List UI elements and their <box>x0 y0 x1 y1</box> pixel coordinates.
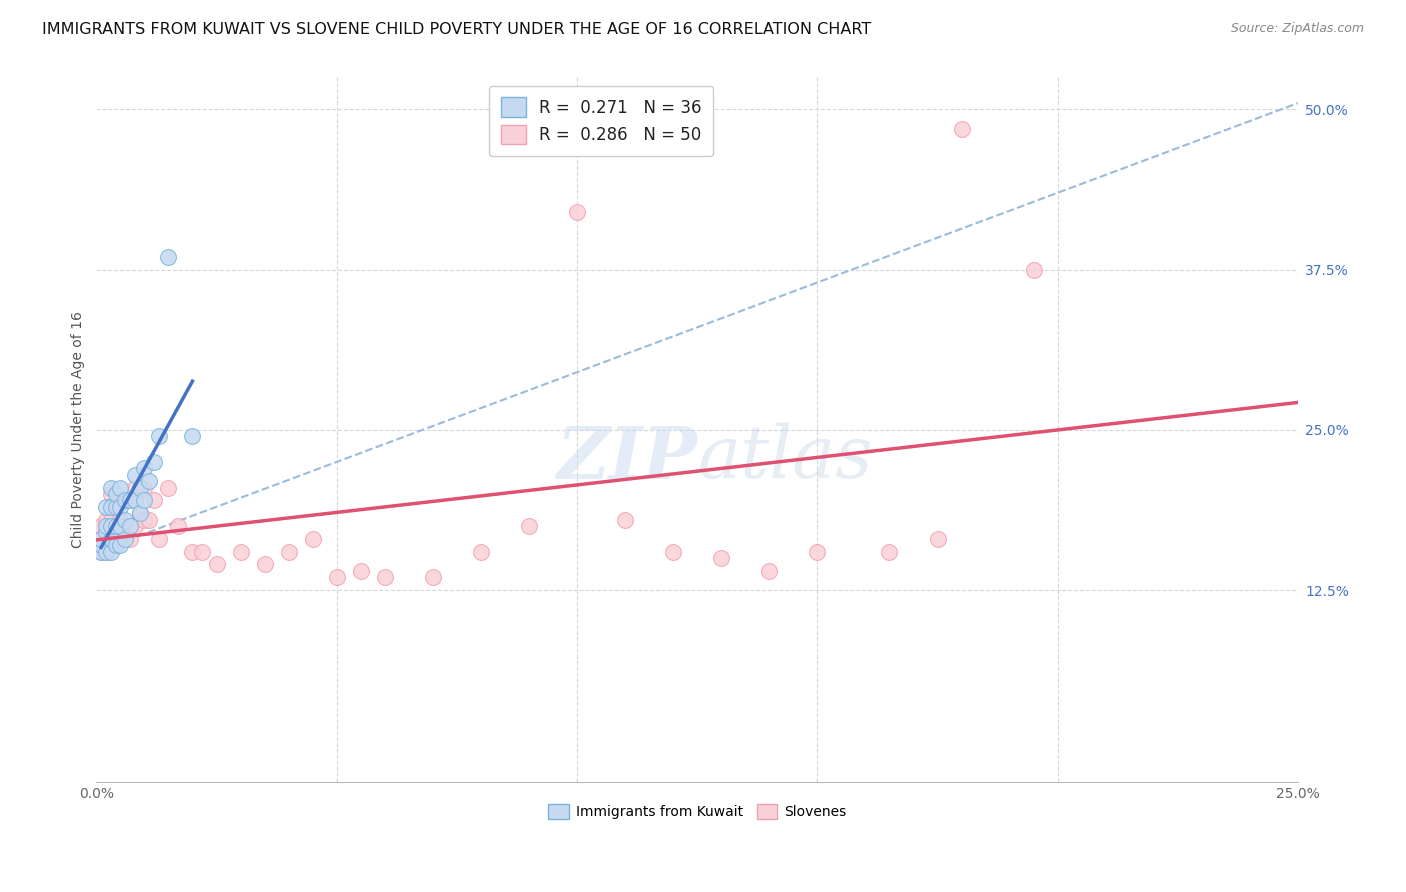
Point <box>100 544 122 558</box>
Point <box>114 493 136 508</box>
Point <box>94 519 117 533</box>
Point <box>229 544 252 558</box>
Point <box>94 532 117 546</box>
Point <box>148 532 170 546</box>
Text: atlas: atlas <box>697 423 873 493</box>
Point <box>148 429 170 443</box>
Point <box>94 525 117 540</box>
Point <box>879 544 901 558</box>
Point <box>94 513 117 527</box>
Point <box>124 481 146 495</box>
Point <box>277 544 299 558</box>
Point <box>90 519 112 533</box>
Point <box>104 538 127 552</box>
Point <box>134 513 156 527</box>
Point <box>94 500 117 514</box>
Point <box>138 474 160 488</box>
Point <box>181 429 204 443</box>
Point <box>118 519 141 533</box>
Point <box>422 570 444 584</box>
Point <box>950 121 973 136</box>
Point <box>114 513 136 527</box>
Point <box>104 519 127 533</box>
Point <box>90 544 112 558</box>
Legend: Immigrants from Kuwait, Slovenes: Immigrants from Kuwait, Slovenes <box>543 799 852 825</box>
Point <box>927 532 949 546</box>
Point <box>100 487 122 501</box>
Point <box>710 551 733 566</box>
Point <box>143 455 166 469</box>
Point <box>325 570 347 584</box>
Point <box>134 461 156 475</box>
Point <box>301 532 323 546</box>
Point <box>181 544 204 558</box>
Point <box>157 250 180 264</box>
Point <box>114 525 136 540</box>
Point <box>517 519 540 533</box>
Point <box>134 481 156 495</box>
Point <box>110 519 132 533</box>
Point <box>110 493 132 508</box>
Point <box>94 544 117 558</box>
Point <box>662 544 685 558</box>
Point <box>118 493 141 508</box>
Point <box>374 570 396 584</box>
Point <box>114 532 136 546</box>
Point <box>128 506 150 520</box>
Point <box>100 532 122 546</box>
Point <box>90 544 112 558</box>
Text: Source: ZipAtlas.com: Source: ZipAtlas.com <box>1230 22 1364 36</box>
Point <box>110 481 132 495</box>
Point <box>100 519 122 533</box>
Point <box>350 564 373 578</box>
Point <box>128 506 150 520</box>
Point <box>758 564 780 578</box>
Point <box>90 532 112 546</box>
Point <box>134 493 156 508</box>
Y-axis label: Child Poverty Under the Age of 16: Child Poverty Under the Age of 16 <box>72 311 86 549</box>
Text: ZIP: ZIP <box>557 423 697 493</box>
Point <box>104 519 127 533</box>
Point <box>104 487 127 501</box>
Point <box>124 467 146 482</box>
Point <box>253 558 276 572</box>
Point <box>110 538 132 552</box>
Point <box>104 538 127 552</box>
Point <box>806 544 828 558</box>
Point <box>614 513 637 527</box>
Point <box>128 481 150 495</box>
Point <box>114 493 136 508</box>
Point <box>124 519 146 533</box>
Point <box>470 544 492 558</box>
Point <box>100 481 122 495</box>
Point <box>100 500 122 514</box>
Point <box>565 205 588 219</box>
Point <box>90 538 112 552</box>
Point <box>110 513 132 527</box>
Point <box>138 513 160 527</box>
Point <box>100 506 122 520</box>
Point <box>110 532 132 546</box>
Point <box>110 500 132 514</box>
Point <box>104 500 127 514</box>
Point <box>124 493 146 508</box>
Point <box>94 544 117 558</box>
Point <box>1022 262 1045 277</box>
Point <box>205 558 228 572</box>
Point <box>118 532 141 546</box>
Point <box>100 532 122 546</box>
Point <box>143 493 166 508</box>
Point <box>191 544 214 558</box>
Text: IMMIGRANTS FROM KUWAIT VS SLOVENE CHILD POVERTY UNDER THE AGE OF 16 CORRELATION : IMMIGRANTS FROM KUWAIT VS SLOVENE CHILD … <box>42 22 872 37</box>
Point <box>157 481 180 495</box>
Point <box>118 493 141 508</box>
Point <box>167 519 190 533</box>
